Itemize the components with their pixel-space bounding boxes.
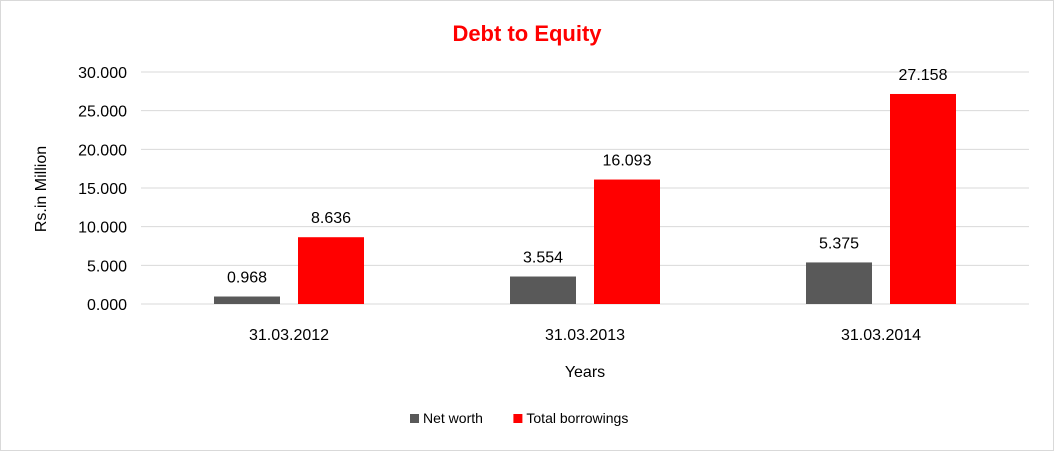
y-tick-labels: 0.000 5.000 10.000 15.000 20.000 25.000 30.000	[78, 65, 127, 314]
bar-total-borrowings	[890, 93, 956, 304]
legend-swatch	[410, 414, 419, 423]
bar-total-borrowings	[594, 179, 660, 304]
legend-label: Total borrowings	[526, 410, 628, 426]
x-axis-title: Years	[565, 364, 605, 381]
x-tick-label: 31.03.2013	[545, 327, 625, 344]
x-tick-label: 31.03.2012	[249, 327, 329, 344]
gridlines	[141, 71, 1029, 305]
data-label: 5.375	[819, 235, 859, 252]
data-label: 3.554	[523, 250, 563, 267]
y-tick-label: 15.000	[78, 181, 127, 198]
data-label: 0.968	[227, 270, 267, 287]
y-tick-label: 10.000	[78, 220, 127, 237]
chart-title: Debt to Equity	[452, 21, 602, 46]
x-tick-label: 31.03.2014	[841, 327, 921, 344]
bars	[214, 93, 956, 304]
bar-net-worth	[510, 276, 576, 304]
legend-label: Net worth	[423, 410, 483, 426]
y-tick-label: 20.000	[78, 142, 127, 159]
bar-net-worth	[214, 296, 280, 304]
data-label: 8.636	[311, 210, 351, 227]
bar-total-borrowings	[298, 237, 364, 304]
bar-net-worth	[806, 262, 872, 304]
data-labels: 0.968 8.636 3.554 16.093 5.375 27.158	[227, 67, 948, 287]
legend-swatch	[513, 414, 523, 423]
y-tick-label: 0.000	[87, 297, 127, 314]
data-label: 27.158	[899, 67, 948, 84]
y-axis-title: Rs.in Million	[33, 146, 50, 232]
y-tick-label: 30.000	[78, 65, 127, 82]
y-tick-label: 5.000	[87, 258, 127, 275]
x-tick-labels: 31.03.2012 31.03.2013 31.03.2014	[249, 327, 921, 344]
legend: Net worth Total borrowings	[410, 410, 628, 426]
data-label: 16.093	[603, 153, 652, 170]
y-tick-label: 25.000	[78, 104, 127, 121]
